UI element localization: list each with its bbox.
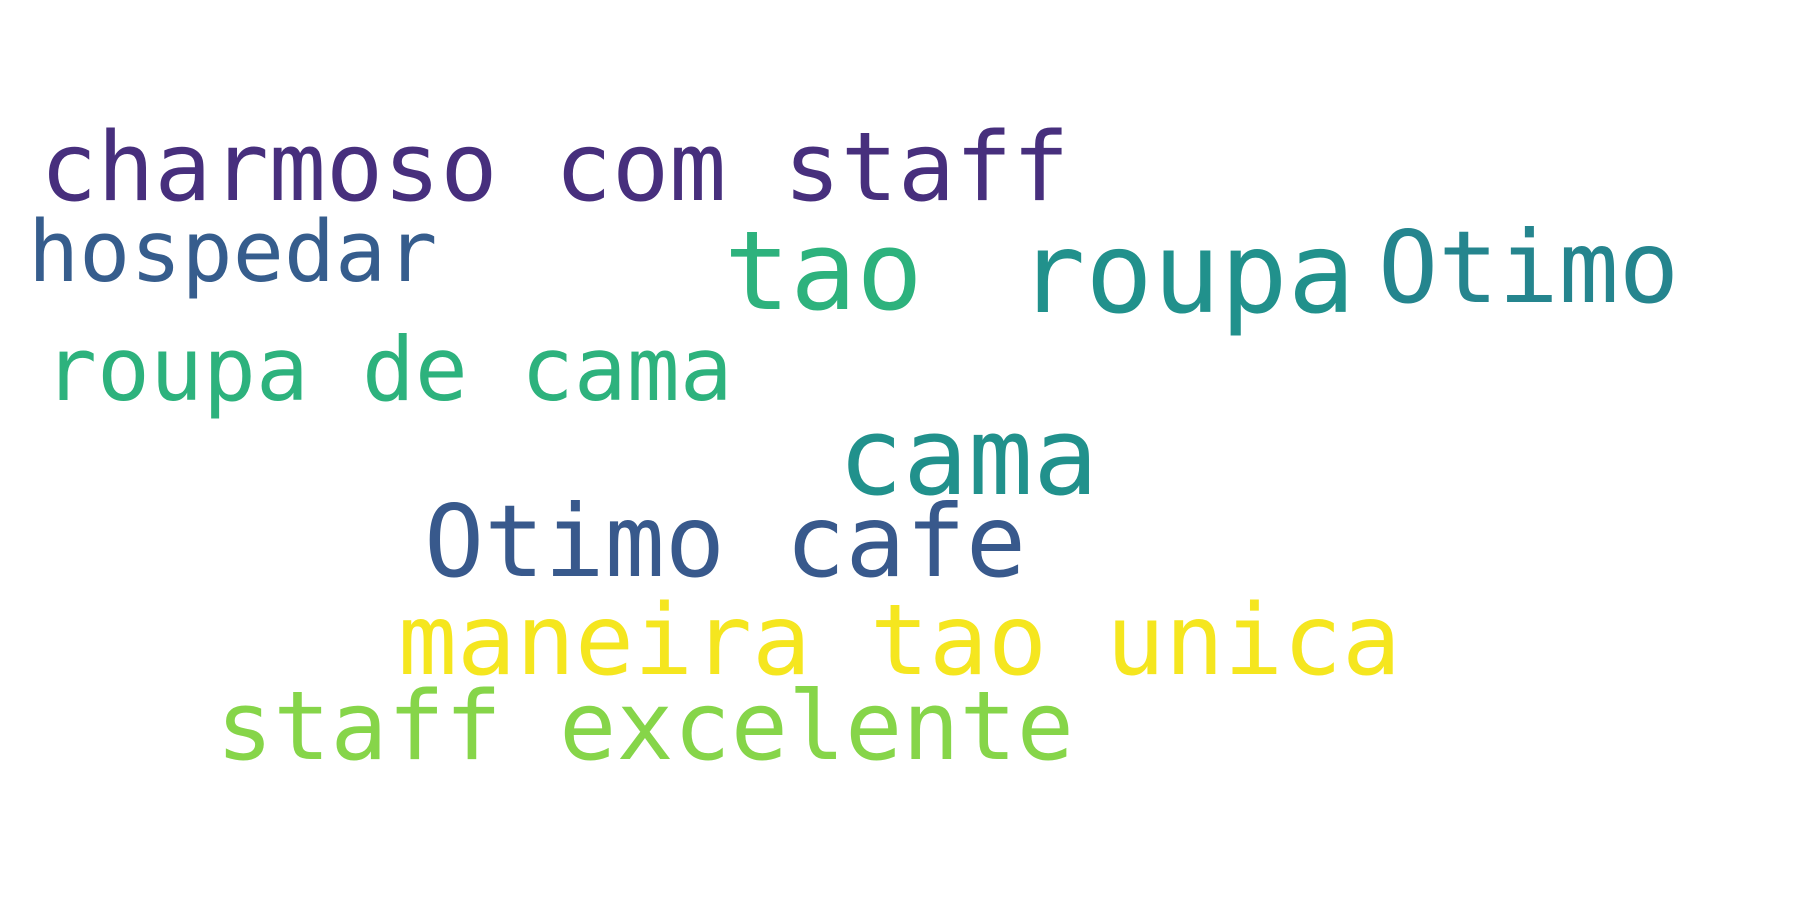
word-tao: tao <box>724 207 923 335</box>
word-staff-excelente: staff excelente <box>216 672 1074 782</box>
word-roupa-de-cama: roupa de cama <box>44 318 733 421</box>
word-roupa: roupa <box>1018 209 1356 339</box>
word-otimo: Otimo <box>1378 209 1680 326</box>
word-charmoso-com-staff: charmoso com staff <box>40 113 1070 223</box>
word-maneira-tao-unica: maneira tao unica <box>398 584 1402 698</box>
word-otimo-cafe: Otimo cafe <box>424 483 1027 600</box>
word-hospedar: hospedar <box>28 203 438 302</box>
word-cama: cama <box>838 395 1099 520</box>
